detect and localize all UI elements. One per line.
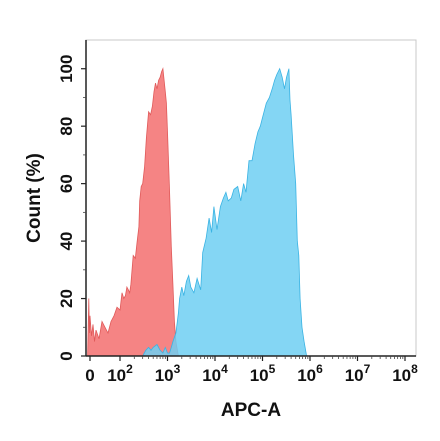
y-tick-label: 80 <box>57 117 76 136</box>
y-tick-label: 0 <box>57 351 76 360</box>
y-tick-label: 100 <box>57 55 76 83</box>
x-tick-label: 102 <box>107 362 133 385</box>
x-tick-label: 0 <box>85 366 94 385</box>
series-layer <box>87 67 308 357</box>
x-tick-label: 108 <box>392 362 418 385</box>
x-tick-label: 107 <box>345 362 371 385</box>
y-tick-label: 60 <box>57 174 76 193</box>
y-tick-label: 40 <box>57 232 76 251</box>
histogram-series-2 <box>142 67 308 357</box>
y-tick-label: 20 <box>57 289 76 308</box>
y-axis-ticks: 0 20 40 60 80 100 <box>57 55 86 361</box>
x-tick-label: 104 <box>202 362 228 385</box>
histogram-series-1 <box>87 67 179 357</box>
x-axis-title: APC-A <box>221 400 281 421</box>
x-tick-label: 103 <box>155 362 181 385</box>
x-axis-ticks: 0 102 103 104 105 106 107 108 <box>85 356 418 385</box>
y-axis-title: Count (%) <box>24 153 45 243</box>
x-tick-label: 106 <box>297 362 323 385</box>
x-tick-label: 105 <box>250 362 276 385</box>
